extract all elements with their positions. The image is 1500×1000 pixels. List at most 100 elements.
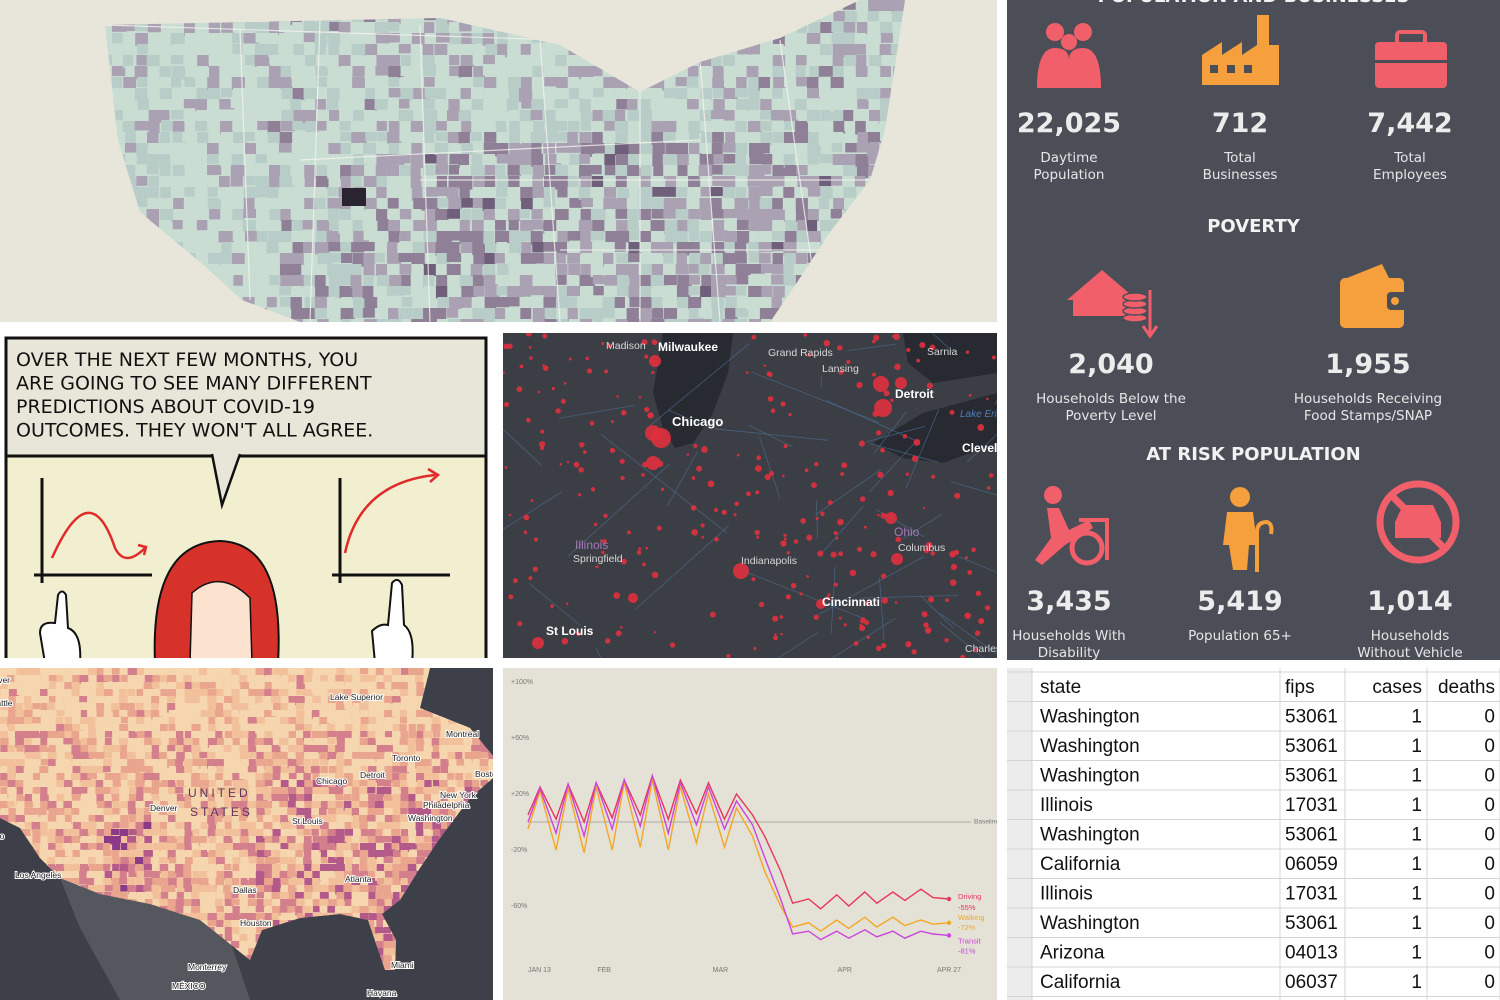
- county: [232, 815, 244, 822]
- county: [15, 906, 27, 916]
- county: [431, 941, 442, 951]
- county: [191, 668, 204, 676]
- county: [383, 836, 394, 843]
- county: [80, 822, 92, 832]
- county: [312, 941, 322, 948]
- county: [316, 110, 330, 123]
- county: [152, 836, 165, 845]
- county: [651, 319, 666, 322]
- county: [832, 187, 849, 198]
- county: [641, 22, 653, 35]
- county: [248, 724, 260, 734]
- county: [143, 822, 154, 832]
- county: [88, 703, 99, 711]
- county: [32, 724, 44, 731]
- county: [168, 815, 176, 824]
- county: [353, 154, 367, 166]
- county: [455, 682, 464, 689]
- county: [56, 675, 66, 684]
- county: [416, 808, 425, 817]
- county: [195, 99, 207, 112]
- county: [455, 920, 467, 930]
- county: [111, 77, 123, 89]
- county: [40, 822, 50, 831]
- county: [288, 899, 299, 907]
- county: [288, 829, 298, 838]
- county: [464, 710, 476, 718]
- county: [271, 794, 280, 803]
- county: [399, 209, 416, 220]
- county: [254, 44, 268, 56]
- county: [336, 843, 346, 851]
- county: [748, 77, 762, 88]
- county: [295, 927, 307, 936]
- county: [223, 815, 233, 823]
- county: [725, 0, 739, 13]
- county: [23, 773, 33, 780]
- county: [424, 864, 435, 873]
- case-dot: [984, 605, 991, 611]
- case-dot: [838, 551, 844, 557]
- county: [856, 187, 870, 199]
- county: [120, 801, 128, 811]
- case-dot: [856, 381, 863, 389]
- county: [183, 55, 196, 68]
- county: [72, 738, 81, 746]
- county: [893, 319, 905, 322]
- county: [735, 22, 747, 32]
- county: [231, 808, 243, 815]
- county: [591, 11, 607, 25]
- county: [105, 165, 115, 177]
- county: [638, 198, 654, 211]
- icon-elder-head: [1230, 487, 1250, 507]
- case-dot: [872, 372, 876, 377]
- county: [105, 55, 114, 66]
- county: [175, 787, 184, 794]
- county: [436, 176, 447, 190]
- case-dot: [906, 347, 911, 353]
- county: [759, 55, 773, 68]
- comic-curve: [343, 467, 441, 554]
- county: [375, 808, 387, 817]
- county: [247, 752, 258, 759]
- county: [723, 198, 738, 210]
- county: [844, 176, 855, 187]
- county: [881, 275, 896, 287]
- county: [391, 899, 403, 908]
- county: [199, 787, 209, 797]
- county: [855, 297, 866, 310]
- county: [80, 724, 89, 731]
- county: [868, 308, 882, 318]
- county: [386, 176, 399, 189]
- county: [95, 878, 103, 886]
- county: [103, 843, 111, 853]
- county: [772, 176, 787, 187]
- county: [557, 11, 573, 22]
- county: [40, 759, 53, 766]
- county: [110, 99, 127, 113]
- county: [159, 773, 170, 783]
- county: [760, 297, 773, 309]
- county: [288, 731, 297, 740]
- county: [105, 242, 115, 253]
- county: [567, 0, 580, 13]
- county: [408, 731, 421, 739]
- county: [15, 766, 24, 774]
- county: [296, 815, 307, 822]
- county: [448, 724, 458, 733]
- county: [375, 871, 386, 881]
- county: [335, 808, 346, 815]
- county: [120, 850, 133, 860]
- county: [296, 829, 309, 836]
- county: [304, 696, 312, 705]
- county: [687, 88, 698, 102]
- county: [287, 703, 300, 713]
- county: [415, 668, 425, 676]
- county: [439, 850, 452, 859]
- icon-part: [1244, 65, 1252, 73]
- case-dot: [578, 467, 584, 473]
- county: [398, 242, 412, 254]
- county: [151, 710, 163, 720]
- county: [32, 703, 41, 710]
- county: [290, 99, 302, 113]
